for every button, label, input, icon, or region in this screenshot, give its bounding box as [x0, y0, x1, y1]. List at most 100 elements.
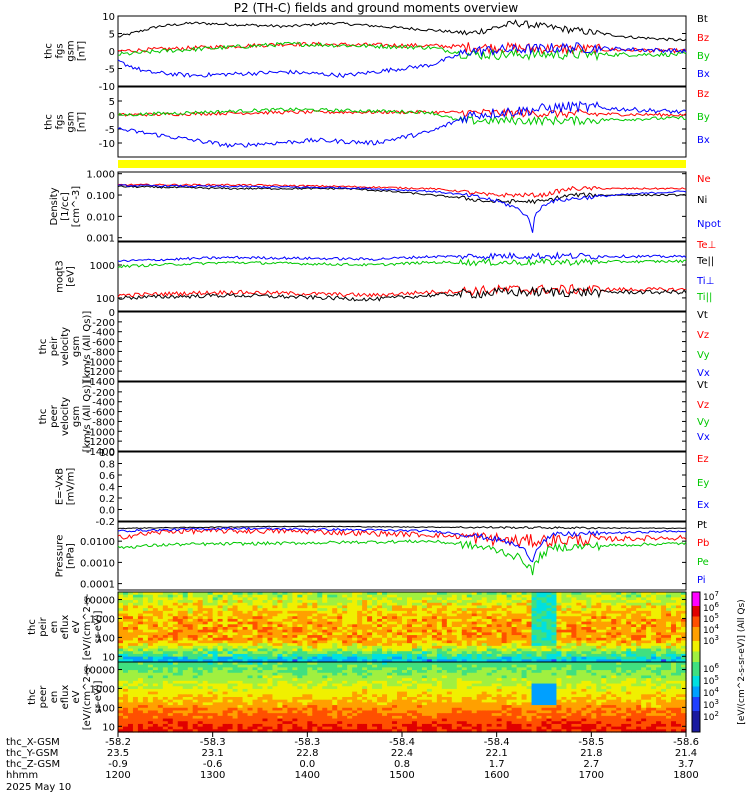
y-tick-label: 0.6 [99, 471, 115, 482]
y-axis-label-line: peir [38, 616, 49, 636]
y-tick-label: 0 [109, 47, 115, 58]
y-axis-label-line: [km/s (All Qs)] [82, 311, 93, 383]
series-line-Npot [118, 185, 686, 233]
panel-frame [118, 242, 686, 311]
legend-Vt: Vt [697, 380, 708, 391]
series-line-Ti⊥ [118, 253, 686, 262]
y-tick-label: 100 [96, 294, 115, 305]
y-axis-label-line: [eV] [66, 266, 77, 287]
legend-Ez: Ez [697, 454, 709, 465]
legend-Vz: Vz [697, 330, 709, 341]
legend-Bx: Bx [697, 69, 710, 80]
panel-frame [118, 172, 686, 241]
flag-bar [118, 160, 686, 168]
y-axis-label-line: Pressure [55, 535, 66, 578]
legend-Ne: Ne [697, 174, 711, 185]
panel-3 [118, 160, 686, 168]
series-line-Pb [118, 528, 686, 547]
y-axis-label-line: Density [49, 187, 60, 225]
panel-frame [118, 382, 686, 451]
legend-Ey: Ey [697, 478, 709, 489]
panel-4 [118, 172, 686, 241]
y-axis-label-line: en [49, 621, 60, 634]
y-tick-label: -5 [105, 65, 115, 76]
panel-11 [118, 662, 687, 733]
y-axis-label: E=-VxB[mV/m] [55, 468, 77, 506]
legend-Vt: Vt [697, 310, 708, 321]
y-tick-label: -5 [105, 125, 115, 136]
y-axis-label-line: velocity [60, 397, 71, 436]
y-axis-label-line: velocity [60, 327, 71, 366]
series-line-Te|| [118, 288, 686, 301]
legend-Npot: Npot [697, 219, 721, 230]
y-axis-label-line: [cm^-3] [71, 186, 82, 227]
legend-By: By [697, 51, 710, 62]
panel-10 [118, 592, 687, 663]
series-line-By [118, 108, 686, 125]
y-axis-label-line: fgs [55, 43, 66, 58]
y-axis-label-line: peir [49, 336, 60, 356]
y-axis-label: thcpeirenefluxeV[eV/(cm^2-s-sr-eV)] [27, 593, 104, 660]
y-axis-label-line: [nT] [77, 41, 88, 61]
y-tick-label: 0.8 [99, 460, 115, 471]
legend-Vx: Vx [697, 432, 710, 443]
series-line-Ti|| [118, 259, 686, 268]
y-axis-label: Pressure[nPa] [55, 535, 77, 578]
panel-2 [118, 87, 686, 157]
y-axis-label-line: [1/cc] [60, 192, 71, 221]
legend-Ex: Ex [697, 500, 709, 511]
y-tick-label: 1.000 [86, 170, 115, 181]
y-tick-label: 5 [109, 97, 115, 108]
y-axis-label-line: [mV/m] [66, 468, 77, 506]
chart-title: P2 (TH-C) fields and ground moments over… [234, 1, 519, 15]
y-axis-label-line: fgs [55, 114, 66, 129]
y-axis-label-line: gsm [71, 406, 82, 427]
y-tick-label: 0 [109, 111, 115, 122]
y-tick-label: 5 [109, 30, 115, 41]
y-axis-label-line: [nT] [77, 112, 88, 132]
legend-Te⊥: Te⊥ [696, 240, 716, 251]
legend-Ti||: Ti|| [696, 292, 712, 303]
y-axis-label-line: moqt3 [55, 260, 66, 293]
y-tick-label: 0.0 [99, 506, 115, 517]
legend-By: By [697, 112, 710, 123]
panel-7 [118, 382, 686, 451]
series-line-Bt [118, 20, 686, 41]
y-tick-label: -10 [99, 139, 115, 150]
y-tick-label: 0.100 [86, 191, 115, 202]
y-tick-label: 1000 [90, 261, 115, 272]
y-axis-label-line: thc [38, 339, 49, 355]
panel-frame [118, 312, 686, 381]
panel-1 [118, 16, 686, 86]
y-axis-label-line: peer [49, 404, 60, 428]
panel-8 [118, 452, 686, 521]
y-axis-label: moqt3[eV] [55, 260, 77, 293]
y-axis-label-line: [eV/(cm^2-s- [82, 593, 93, 660]
y-axis-label-line: [km/s (All Qs)] [82, 381, 93, 453]
y-tick-label: 0.4 [99, 483, 115, 494]
y-tick-label: 0.010 [86, 212, 115, 223]
y-axis-label-line: E=-VxB [55, 468, 66, 505]
panel-frame [118, 452, 686, 521]
legend-Bz: Bz [697, 33, 709, 44]
legend-Ti⊥: Ti⊥ [696, 276, 714, 287]
panel-5 [118, 242, 686, 311]
legend-Bt: Bt [697, 14, 708, 25]
legend-Te||: Te|| [696, 256, 714, 267]
y-tick-label: 10 [102, 652, 115, 663]
y-axis-label-line: sr-eV)] [93, 610, 104, 643]
y-tick-label: -10 [99, 82, 115, 93]
y-axis-label-line: [nPa] [66, 543, 77, 569]
legend-Bz: Bz [697, 89, 709, 100]
legend-Pe: Pe [697, 557, 709, 568]
y-tick-label: -0.2 [95, 517, 115, 528]
y-axis-label-line: gsm [71, 336, 82, 357]
panel-frame [118, 87, 686, 157]
y-tick-label: 0.001 [86, 234, 115, 245]
y-tick-label: 0.0001 [80, 580, 115, 591]
y-tick-label: 1.0 [99, 448, 115, 459]
y-axis-label-line: thc [44, 43, 55, 59]
series-line-Pe [118, 540, 686, 575]
y-axis-label-line: gsm [66, 40, 77, 61]
